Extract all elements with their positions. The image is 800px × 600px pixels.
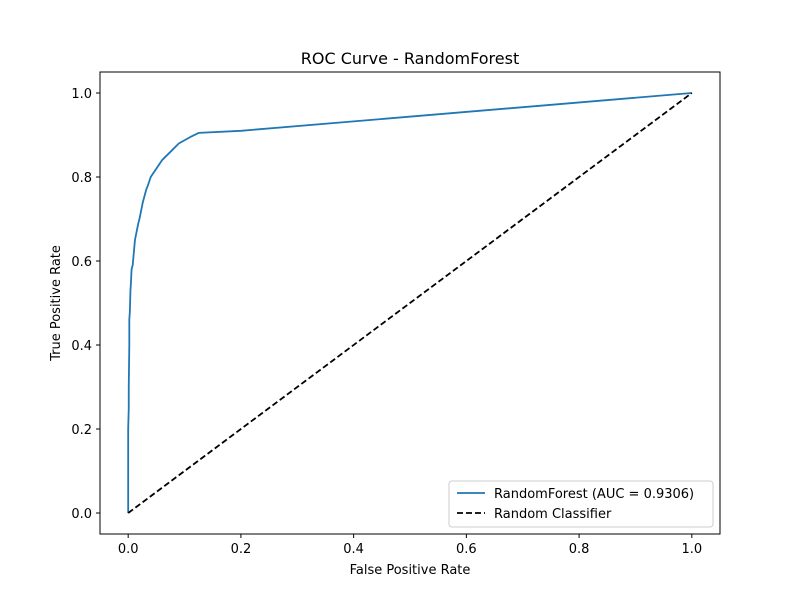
x-tick-label: 0.4 (343, 542, 364, 557)
x-axis-title: False Positive Rate (350, 563, 471, 578)
plot-frame (99, 71, 721, 535)
x-tick-label: 0.6 (456, 542, 477, 557)
x-tick-label: 1.0 (681, 542, 702, 557)
y-tick-label: 0.8 (71, 171, 92, 186)
y-tick-label: 1.0 (71, 87, 92, 102)
legend-box (448, 480, 714, 528)
y-tick-label: 0.0 (71, 507, 92, 522)
y-axis: 0.0 0.2 0.4 0.6 0.8 1.0 (71, 87, 100, 522)
legend: RandomForest (AUC = 0.9306) Random Classi… (448, 480, 714, 528)
x-tick-label: 0.8 (569, 542, 590, 557)
chart-title: ROC Curve - RandomForest (301, 49, 519, 68)
y-tick-label: 0.6 (71, 255, 92, 270)
plot-area (127, 92, 693, 514)
x-axis: 0.0 0.2 0.4 0.6 0.8 1.0 (118, 534, 702, 557)
y-axis-title: True Positive Rate (49, 245, 64, 362)
y-tick-label: 0.4 (71, 339, 92, 354)
legend-label: RandomForest (AUC = 0.9306) (494, 487, 694, 502)
x-tick-label: 0.2 (231, 542, 252, 557)
roc-curve-line (127, 92, 692, 513)
x-tick-label: 0.0 (118, 542, 139, 557)
y-tick-label: 0.2 (71, 423, 92, 438)
legend-label: Random Classifier (494, 507, 612, 522)
random-classifier-line (127, 92, 693, 514)
